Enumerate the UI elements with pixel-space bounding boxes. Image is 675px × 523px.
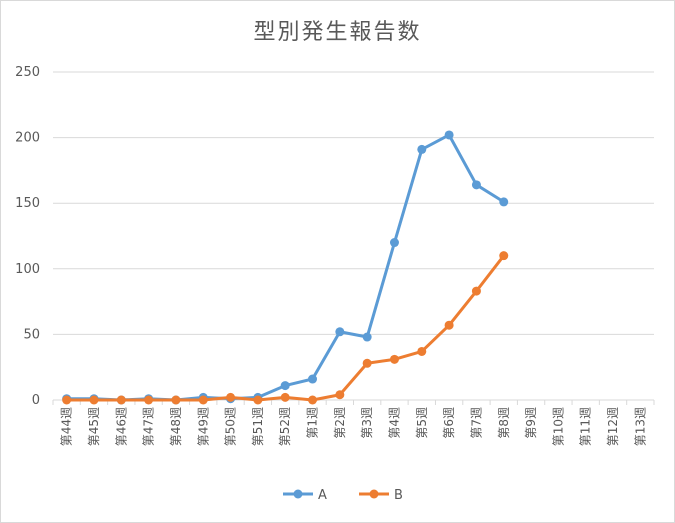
data-point [335,390,345,400]
y-tick-label: 250 [15,65,40,80]
x-tick-label: 第4週 [387,407,401,439]
x-tick-label: 第9週 [524,407,538,439]
x-tick-label: 第46週 [114,407,128,446]
data-point [62,395,72,405]
legend-marker [293,489,303,499]
data-point [226,392,236,402]
data-point [198,395,208,405]
x-tick-label: 第51週 [251,407,265,446]
x-tick-label: 第49週 [196,407,210,446]
y-tick-label: 50 [23,327,40,342]
data-point [444,320,454,330]
series-line [66,133,505,402]
x-tick-label: 第10週 [551,407,565,446]
x-tick-label: 第5週 [415,407,429,439]
data-point [471,180,481,190]
x-tick-label: 第12週 [606,407,620,446]
series-B [62,251,509,405]
data-point [253,395,263,405]
x-tick-label: 第44週 [60,407,74,446]
data-point [89,395,99,405]
legend-item-A: A [283,488,327,503]
legend-item-B: B [359,488,403,503]
x-tick-label: 第11週 [579,407,593,446]
x-tick-label: 第48週 [169,407,183,446]
x-tick-label: 第45週 [87,407,101,446]
x-tick-label: 第8週 [497,407,511,439]
data-point [362,332,372,342]
y-tick-label: 150 [15,196,40,211]
y-tick-label: 0 [32,393,40,408]
data-point [417,346,427,356]
data-point [499,251,509,261]
data-point [389,354,399,364]
series-A [62,130,509,405]
data-point [280,381,290,391]
x-tick-label: 第13週 [633,407,647,446]
series-line [66,254,505,402]
legend-marker [369,489,379,499]
data-point [389,238,399,248]
data-point [444,130,454,140]
x-tick-label: 第2週 [333,407,347,439]
x-tick-label: 第50週 [224,407,238,446]
data-point [417,144,427,154]
x-tick-label: 第47週 [142,407,156,446]
x-tick-label: 第3週 [360,407,374,439]
data-point [116,395,126,405]
data-point [144,395,154,405]
legend-label: B [394,488,403,503]
data-point [471,286,481,296]
gridlines [53,71,654,401]
legend-label: A [318,488,327,503]
chart-title: 型別発生報告数 [253,20,422,45]
data-point [499,197,509,207]
x-tick-label: 第52週 [278,407,292,446]
data-point [280,392,290,402]
x-tick-label: 第6週 [442,407,456,439]
data-point [362,358,372,368]
x-axis-ticks: 第44週 第45週 第46週 第47週 第48週 第49週 第50週 第51週 第52週 第1週第… [52,400,655,446]
y-tick-label: 100 [15,262,40,277]
data-point [308,374,318,384]
x-tick-label: 第1週 [306,407,320,439]
y-tick-label: 200 [15,131,40,146]
series-layer [62,130,509,405]
data-point [171,395,181,405]
data-point [308,395,318,405]
y-axis-ticks: 0 50 100 150 200 250 [15,65,40,408]
data-point [335,327,345,337]
x-tick-label: 第7週 [469,407,483,439]
